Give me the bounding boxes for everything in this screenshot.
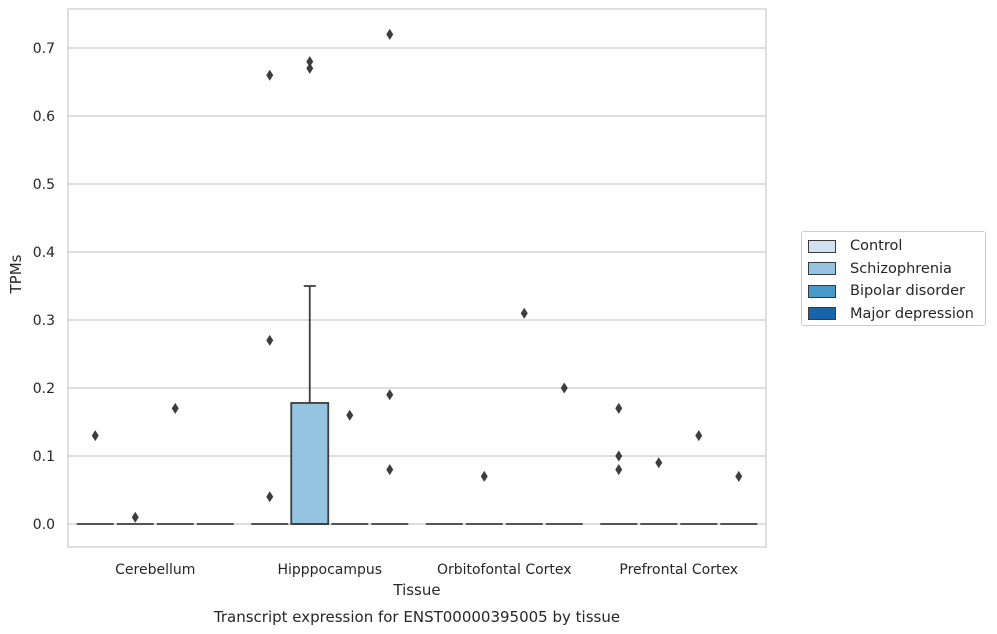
outlier-point [615, 464, 623, 476]
outlier-point [615, 402, 623, 414]
box-group [116, 511, 154, 525]
y-tick-label: 0.0 [33, 517, 55, 533]
y-tick-label: 0.1 [33, 449, 55, 465]
box-group [465, 470, 503, 525]
outlier-point [386, 389, 394, 401]
box-group [545, 382, 583, 525]
outlier-point [735, 470, 743, 482]
legend-label: Major depression [850, 305, 974, 322]
y-tick-label: 0.7 [33, 41, 55, 57]
x-tick-label: Orbitofontal Cortex [437, 562, 572, 578]
legend-label: Schizophrenia [850, 260, 952, 277]
box-group [331, 409, 369, 525]
y-tick-label: 0.2 [33, 381, 55, 397]
y-tick-label: 0.4 [33, 245, 55, 261]
legend-item: Control [808, 235, 985, 258]
box-group [505, 307, 543, 525]
outlier-point [131, 511, 139, 523]
outlier-point [266, 491, 274, 503]
legend-swatch [808, 307, 836, 321]
box-group [720, 470, 758, 525]
x-tick-label: Hipppocampus [277, 562, 382, 578]
y-tick-label: 0.5 [33, 177, 55, 193]
outlier-point [346, 409, 354, 421]
x-axis-title: Tissue [392, 581, 440, 599]
box-group [680, 430, 718, 525]
outlier-point [480, 470, 488, 482]
legend-swatch [808, 262, 836, 276]
legend: Control Schizophrenia Bipolar disorder Majo… [801, 231, 986, 326]
box-group [156, 402, 194, 525]
y-tick-label: 0.6 [33, 109, 55, 125]
outlier-point [695, 430, 703, 442]
plot-frame [67, 8, 767, 548]
x-tick-label: Prefrontal Cortex [619, 562, 738, 578]
outlier-point [306, 62, 314, 74]
legend-item: Schizophrenia [808, 258, 985, 281]
box-group [76, 430, 114, 525]
box-group [251, 69, 289, 525]
legend-label: Control [850, 238, 903, 255]
outlier-point [266, 69, 274, 81]
box-plot-series [76, 28, 758, 525]
y-axis-ticks: 0.0 0.1 0.2 0.3 0.4 0.5 0.6 0.7 [33, 41, 55, 533]
legend-swatch [808, 284, 836, 298]
outlier-point [615, 450, 623, 462]
outlier-point [266, 334, 274, 346]
chart-title: Transcript expression for ENST0000039500… [213, 608, 620, 626]
box-group [290, 56, 330, 525]
legend-item: Major depression [808, 303, 985, 326]
outlier-point [91, 430, 99, 442]
x-axis-ticks: Cerebellum Hipppocampus Orbitofontal Corte… [115, 562, 738, 578]
box-group [371, 28, 409, 525]
legend-label: Bipolar disorder [850, 283, 965, 300]
outlier-point [386, 28, 394, 40]
box-group [600, 402, 638, 525]
outlier-point [560, 382, 568, 394]
box-body [290, 402, 330, 525]
outlier-point [520, 307, 528, 319]
y-tick-label: 0.3 [33, 313, 55, 329]
box-group [640, 457, 678, 525]
y-axis-title: TPMs [7, 254, 25, 294]
outlier-point [306, 56, 314, 68]
outlier-point [171, 402, 179, 414]
legend-item: Bipolar disorder [808, 280, 985, 303]
grid-lines [68, 47, 766, 525]
outlier-point [386, 464, 394, 476]
x-tick-label: Cerebellum [115, 562, 195, 578]
legend-swatch [808, 239, 836, 253]
outlier-point [655, 457, 663, 469]
